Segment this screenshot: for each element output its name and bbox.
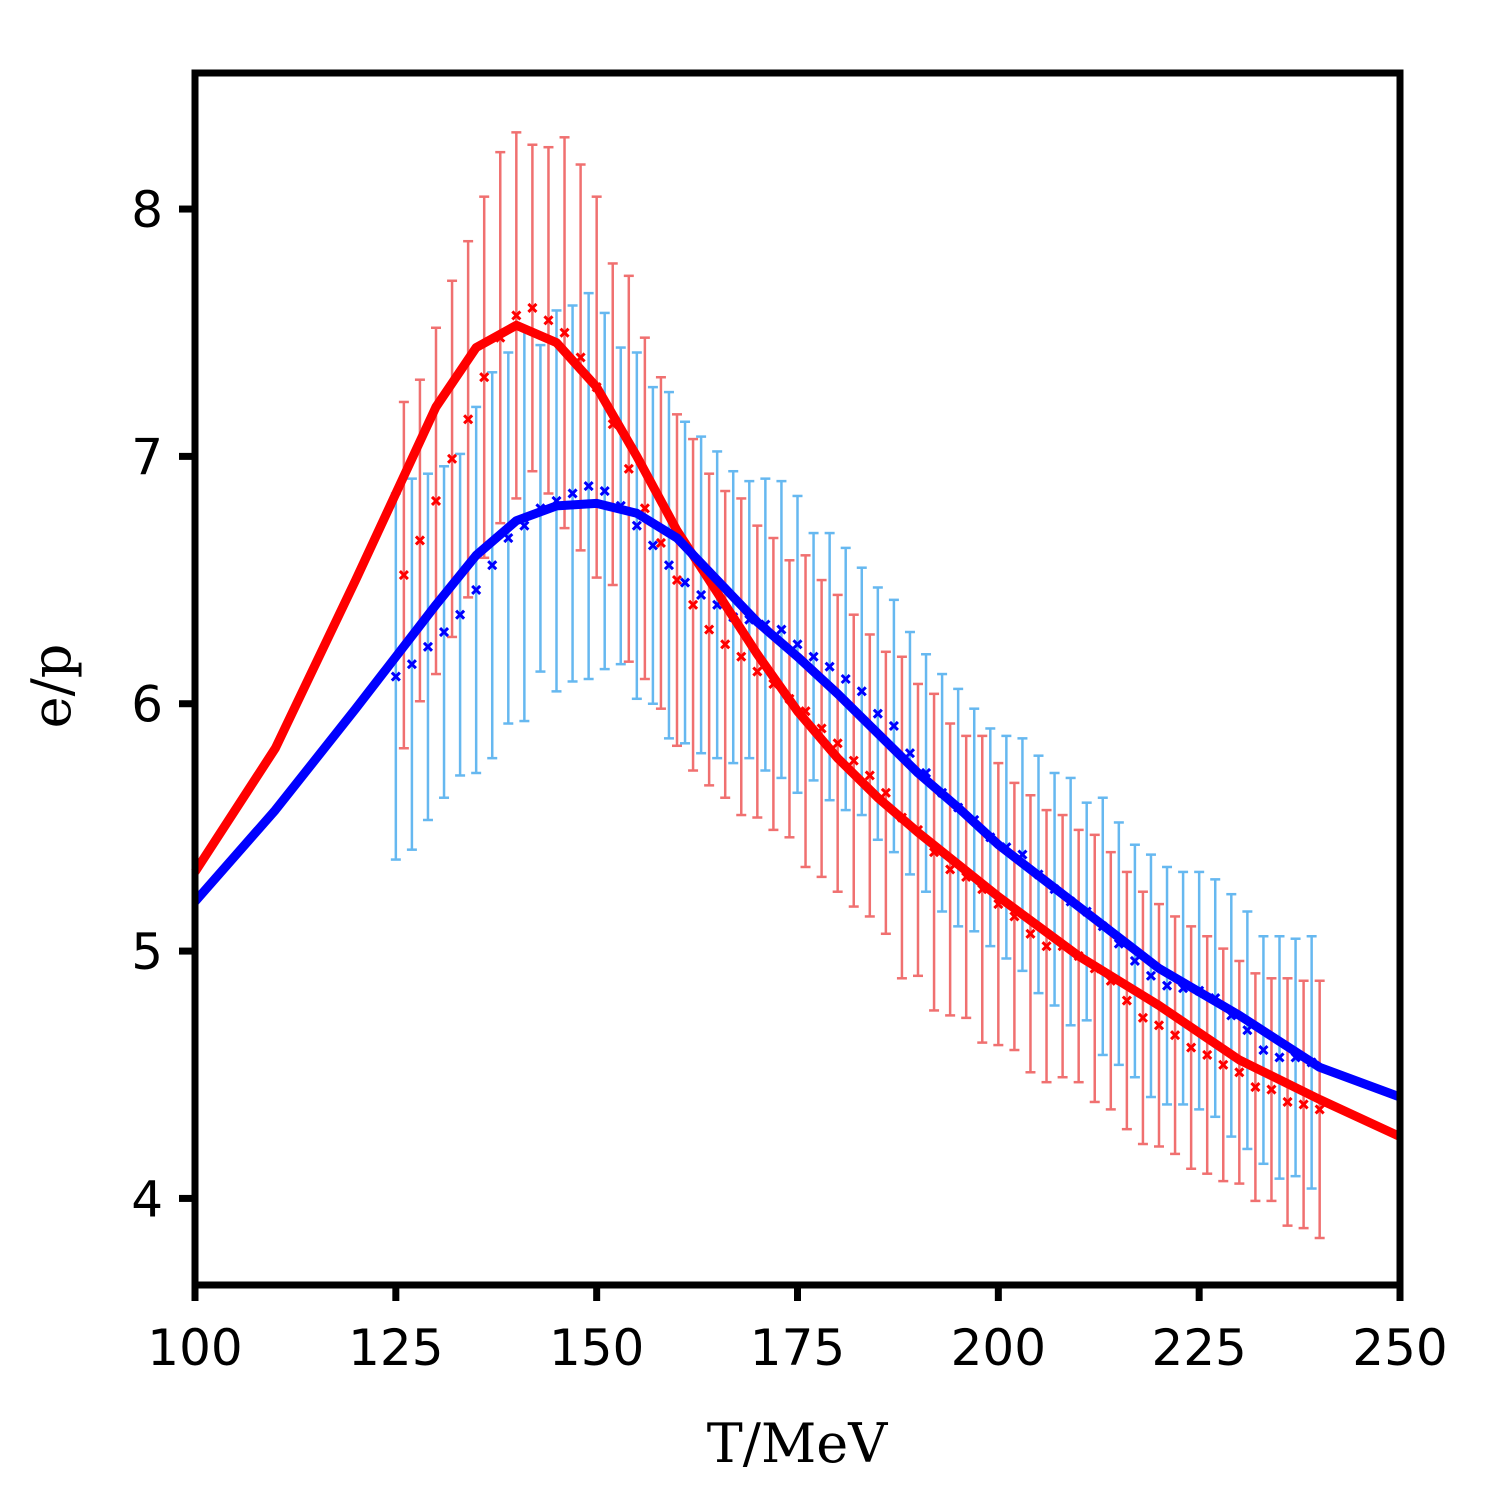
x-tick-label: 250 xyxy=(1352,1319,1447,1377)
red-point-marker xyxy=(752,666,763,677)
y-axis-label: e/p xyxy=(20,644,83,729)
red-point-marker xyxy=(864,770,875,781)
y-tick-label: 8 xyxy=(131,181,163,239)
red-point-marker xyxy=(398,570,409,581)
red-point-marker xyxy=(1186,1042,1197,1053)
blue-point-marker xyxy=(856,686,867,697)
red-point-marker xyxy=(655,537,666,549)
blue-point-marker xyxy=(567,488,578,499)
red-point-marker xyxy=(1250,1082,1261,1093)
red-point-marker xyxy=(463,414,474,425)
red-point-marker xyxy=(671,575,683,586)
blue-point-marker xyxy=(792,639,803,650)
blue-point-marker xyxy=(487,560,498,571)
red-point-marker xyxy=(1234,1067,1245,1078)
red-point-marker xyxy=(1266,1084,1277,1095)
blue-point-marker xyxy=(776,624,787,635)
x-tick-label: 100 xyxy=(147,1319,242,1377)
blue-curve xyxy=(191,498,1402,1102)
blue-point-marker xyxy=(631,520,642,531)
red-point-marker xyxy=(511,310,522,321)
blue-point-marker xyxy=(696,589,707,600)
blue-point-marker xyxy=(1161,980,1173,991)
blue-point-marker xyxy=(679,577,691,588)
blue-point-marker xyxy=(1258,1044,1269,1056)
blue-point-marker xyxy=(647,540,658,551)
red-point-marker xyxy=(559,327,570,338)
red-point-marker xyxy=(1170,1030,1181,1041)
blue-point-marker xyxy=(824,661,835,672)
red-point-marker xyxy=(704,624,715,635)
red-point-marker xyxy=(880,787,891,798)
red-point-marker xyxy=(623,463,634,474)
blue-point-marker xyxy=(663,560,675,571)
curve-layer xyxy=(191,320,1402,1141)
red-point-marker xyxy=(1137,1012,1148,1023)
red-point-marker xyxy=(1121,995,1132,1006)
blue-point-marker xyxy=(1145,970,1157,981)
blue-point-marker xyxy=(808,651,819,662)
blue-point-marker xyxy=(599,485,610,497)
red-point-marker xyxy=(945,864,956,875)
red-point-marker xyxy=(414,535,425,546)
red-point-marker xyxy=(1314,1104,1325,1115)
blue-point-marker xyxy=(471,584,482,596)
red-point-marker xyxy=(848,755,859,766)
y-tick-label: 5 xyxy=(131,923,163,981)
blue-point-marker xyxy=(888,720,899,732)
errorbar-layer xyxy=(390,131,1325,1240)
red-point-marker xyxy=(1041,941,1052,952)
blue-point-marker xyxy=(422,641,434,652)
red-curve xyxy=(191,320,1402,1141)
x-tick-label: 125 xyxy=(348,1319,443,1377)
red-point-marker xyxy=(543,315,554,326)
blue-point-marker xyxy=(583,481,594,492)
red-point-marker xyxy=(1153,1020,1165,1031)
red-point-marker xyxy=(832,738,843,749)
blue-point-marker xyxy=(1274,1052,1285,1063)
red-point-marker xyxy=(720,639,731,650)
red-point-marker xyxy=(1282,1096,1293,1108)
blue-point-marker xyxy=(872,708,883,719)
x-tick-label: 200 xyxy=(951,1319,1046,1377)
y-tick-label: 6 xyxy=(131,676,163,734)
blue-point-marker xyxy=(406,659,417,670)
red-point-marker xyxy=(688,599,699,610)
x-tick-label: 225 xyxy=(1151,1319,1246,1377)
y-tick-label: 4 xyxy=(131,1170,163,1228)
red-point-marker xyxy=(639,503,650,514)
blue-point-marker xyxy=(455,609,466,620)
red-point-marker xyxy=(430,495,442,506)
blue-point-marker xyxy=(904,748,916,759)
red-point-marker xyxy=(1202,1049,1213,1061)
blue-point-marker xyxy=(390,671,401,682)
x-tick-label: 175 xyxy=(750,1319,845,1377)
red-point-marker xyxy=(1025,928,1036,939)
red-point-marker xyxy=(479,372,490,383)
blue-point-marker xyxy=(1129,955,1140,967)
red-point-marker xyxy=(447,453,458,464)
x-axis-label: T/MeV xyxy=(707,1412,888,1475)
red-point-marker xyxy=(527,302,538,314)
red-point-marker xyxy=(1298,1099,1309,1110)
x-tick-label: 150 xyxy=(549,1319,644,1377)
y-axis: 4 5 6 7 8 xyxy=(131,181,195,1228)
x-axis: 100 125 150 175 200 225 250 xyxy=(147,1285,1448,1377)
red-point-marker xyxy=(736,651,747,662)
blue-point-marker xyxy=(438,626,450,638)
blue-point-marker xyxy=(840,673,851,685)
red-point-marker xyxy=(1218,1059,1229,1070)
y-tick-label: 7 xyxy=(131,428,163,486)
